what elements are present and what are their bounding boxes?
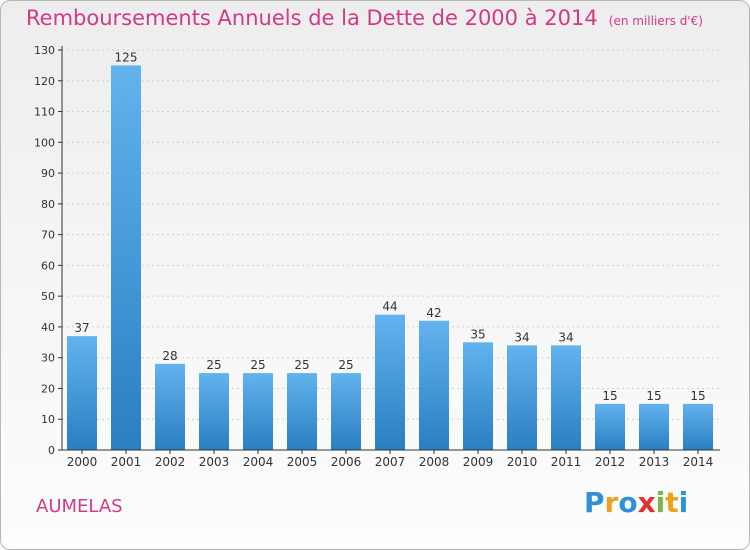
bar-value-label: 15 [690, 389, 705, 403]
bar-value-label: 34 [558, 330, 573, 344]
labels: 0 10 20 30 40 50 60 70 80 90 100 110 120 130 37 2000 125… [34, 44, 713, 469]
bar [419, 320, 449, 450]
bar [199, 373, 229, 450]
bar [331, 373, 361, 450]
commune-name: AUMELAS [36, 496, 123, 517]
bar [243, 373, 273, 450]
bar [683, 403, 713, 450]
x-tick-label: 2014 [683, 455, 714, 469]
y-tick-label: 50 [41, 290, 55, 303]
y-tick-label: 120 [34, 75, 55, 88]
chart-title-text: Remboursements Annuels de la Dette de 20… [26, 6, 598, 30]
y-tick-label: 70 [41, 229, 55, 242]
bar-value-label: 25 [338, 358, 353, 372]
x-tick-label: 2008 [419, 455, 450, 469]
x-tick-label: 2007 [375, 455, 406, 469]
bar [639, 403, 669, 450]
y-tick-label: 0 [48, 444, 55, 457]
y-tick-label: 60 [41, 259, 55, 272]
logo-letter: i [655, 486, 666, 519]
y-tick-label: 80 [41, 198, 55, 211]
logo-letter: i [678, 486, 689, 519]
bar [287, 373, 317, 450]
y-tick-label: 100 [34, 136, 55, 149]
y-tick-label: 10 [41, 413, 55, 426]
bar-value-label: 125 [115, 50, 138, 64]
x-tick-label: 2001 [111, 455, 142, 469]
y-tick-label: 30 [41, 352, 55, 365]
logo-letter: o [618, 486, 638, 519]
y-tick-label: 20 [41, 382, 55, 395]
axes [58, 46, 720, 454]
chart-title: Remboursements Annuels de la Dette de 20… [26, 6, 703, 30]
logo-letter: r [604, 486, 619, 519]
x-tick-label: 2006 [331, 455, 362, 469]
bar [67, 336, 97, 450]
bar [595, 403, 625, 450]
bar-value-label: 35 [470, 327, 485, 341]
bar-value-label: 25 [250, 358, 265, 372]
bar [111, 65, 141, 450]
bar-value-label: 25 [206, 358, 221, 372]
x-tick-label: 2000 [67, 455, 98, 469]
bar-value-label: 15 [602, 389, 617, 403]
x-tick-label: 2002 [155, 455, 186, 469]
x-tick-label: 2011 [551, 455, 582, 469]
y-tick-label: 130 [34, 44, 55, 57]
chart-unit-label: (en milliers d'€) [608, 14, 703, 28]
x-tick-label: 2004 [243, 455, 274, 469]
bar [507, 345, 537, 450]
y-tick-label: 90 [41, 167, 55, 180]
bar [375, 314, 405, 450]
x-tick-label: 2010 [507, 455, 538, 469]
bar-value-label: 34 [514, 330, 529, 344]
y-tick-label: 110 [34, 106, 55, 119]
bar [551, 345, 581, 450]
logo-letter: x [637, 486, 656, 519]
bar-value-label: 44 [382, 300, 397, 314]
bar-value-label: 28 [162, 349, 177, 363]
bar-value-label: 15 [646, 389, 661, 403]
bar [463, 342, 493, 450]
proxiti-logo: Proxiti [584, 486, 688, 519]
bar [155, 363, 185, 450]
x-tick-label: 2005 [287, 455, 318, 469]
x-tick-label: 2013 [639, 455, 670, 469]
logo-letter: t [665, 486, 679, 519]
bar-value-label: 42 [426, 306, 441, 320]
bars [67, 65, 713, 450]
bar-value-label: 37 [74, 321, 89, 335]
logo-letter: P [584, 486, 605, 519]
x-tick-label: 2012 [595, 455, 626, 469]
x-tick-label: 2009 [463, 455, 494, 469]
y-tick-label: 40 [41, 321, 55, 334]
bar-value-label: 25 [294, 358, 309, 372]
x-tick-label: 2003 [199, 455, 230, 469]
